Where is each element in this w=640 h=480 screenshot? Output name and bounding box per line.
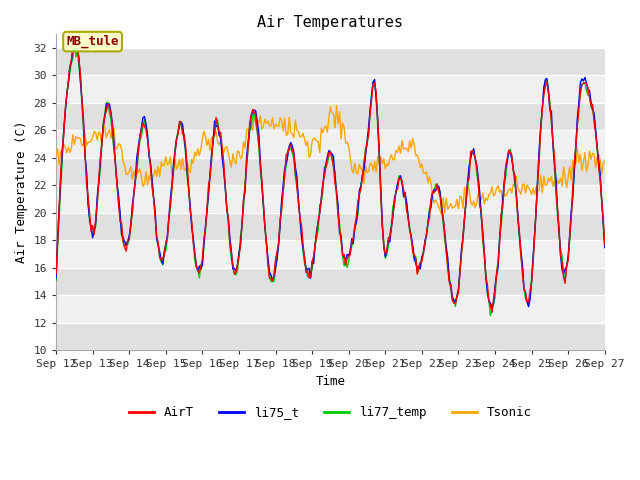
li77_temp: [52, 277, 60, 283]
li75_t: [156, 249, 164, 255]
li75_t: [52, 275, 60, 281]
Line: Tsonic: Tsonic: [56, 106, 605, 215]
Tsonic: [438, 212, 445, 217]
Bar: [56, 75, 605, 103]
Tsonic: [537, 172, 545, 178]
AirT: [156, 254, 164, 260]
AirT: [397, 175, 404, 181]
li77_temp: [397, 176, 404, 181]
Bar: [56, 295, 605, 323]
Tsonic: [397, 151, 404, 156]
li75_t: [67, 59, 75, 65]
li75_t: [366, 108, 374, 113]
AirT: [70, 44, 78, 49]
Tsonic: [366, 160, 374, 166]
AirT: [537, 127, 545, 133]
li75_t: [601, 245, 609, 251]
li75_t: [397, 173, 404, 179]
li77_temp: [486, 313, 494, 319]
Bar: [56, 213, 605, 240]
Tsonic: [52, 152, 60, 157]
li75_t: [385, 238, 392, 243]
Bar: [56, 103, 605, 130]
Line: li75_t: li75_t: [56, 46, 605, 308]
Line: AirT: AirT: [56, 47, 605, 312]
Tsonic: [333, 103, 340, 108]
Bar: [56, 323, 605, 350]
Tsonic: [67, 146, 75, 152]
Bar: [56, 130, 605, 158]
Tsonic: [154, 164, 162, 169]
AirT: [385, 235, 392, 240]
AirT: [601, 242, 609, 248]
Text: MB_tule: MB_tule: [67, 35, 119, 48]
li75_t: [488, 305, 496, 311]
li77_temp: [537, 122, 545, 128]
Bar: [56, 268, 605, 295]
Bar: [56, 48, 605, 75]
Title: Air Temperatures: Air Temperatures: [257, 15, 403, 30]
Tsonic: [601, 158, 609, 164]
Bar: [56, 185, 605, 213]
Bar: [56, 158, 605, 185]
Legend: AirT, li75_t, li77_temp, Tsonic: AirT, li75_t, li77_temp, Tsonic: [124, 401, 537, 424]
li77_temp: [366, 111, 374, 117]
li77_temp: [156, 255, 164, 261]
AirT: [366, 111, 374, 117]
li77_temp: [385, 243, 392, 249]
li75_t: [72, 43, 80, 49]
X-axis label: Time: Time: [316, 375, 346, 388]
li77_temp: [601, 244, 609, 250]
li75_t: [537, 124, 545, 130]
Bar: [56, 240, 605, 268]
li77_temp: [70, 39, 78, 45]
li77_temp: [67, 60, 75, 66]
Line: li77_temp: li77_temp: [56, 42, 605, 316]
AirT: [52, 271, 60, 276]
AirT: [67, 57, 75, 62]
Tsonic: [385, 162, 392, 168]
Y-axis label: Air Temperature (C): Air Temperature (C): [15, 121, 28, 264]
AirT: [488, 309, 496, 315]
